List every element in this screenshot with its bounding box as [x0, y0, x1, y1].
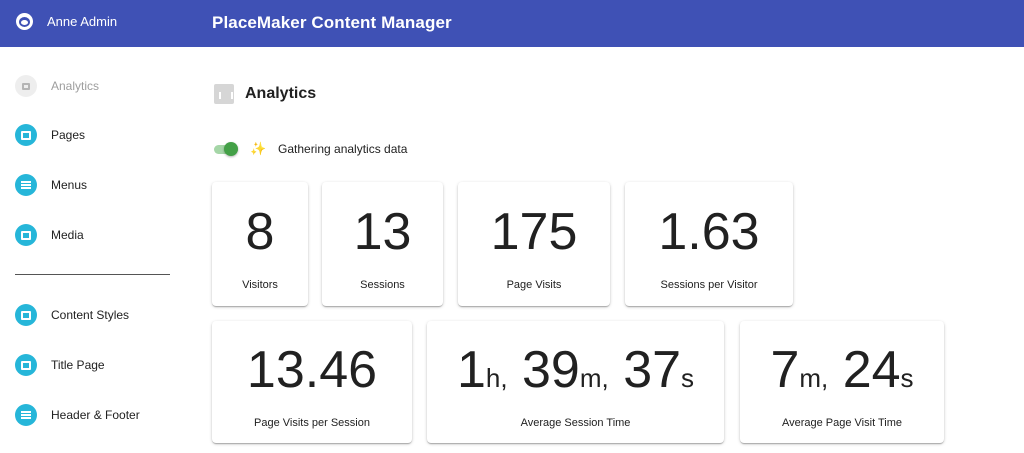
sidebar-item-menus[interactable]: Menus [15, 174, 87, 196]
media-icon [15, 224, 37, 246]
stat-card-sessions-per-visitor: 1.63 Sessions per Visitor [625, 182, 793, 306]
stat-value: 1h, 39m, 37s [456, 341, 695, 399]
sidebar-item-media[interactable]: Media [15, 224, 84, 246]
magic-wand-icon: ✨ [250, 141, 267, 156]
stat-value: 7m, 24s [770, 341, 914, 399]
stat-value: 175 [490, 203, 578, 261]
stat-label: Sessions per Visitor [660, 279, 758, 291]
sidebar: Analytics Pages Menus Media Content Styl… [0, 47, 185, 453]
sidebar-item-pages[interactable]: Pages [15, 124, 85, 146]
page-title: Analytics [245, 85, 317, 102]
analytics-toggle-row: ✨ Gathering analytics data [214, 141, 407, 157]
pages-icon [15, 124, 37, 146]
menu-icon [15, 174, 37, 196]
stat-card-visitors: 8 Visitors [212, 182, 308, 306]
sidebar-item-label: Media [51, 228, 84, 242]
stat-label: Visitors [242, 279, 278, 291]
stat-card-page-visits-per-session: 13.46 Page Visits per Session [212, 321, 412, 443]
sidebar-item-label: Title Page [51, 358, 105, 372]
sidebar-item-title-page[interactable]: Title Page [15, 354, 105, 376]
toggle-label: Gathering analytics data [278, 142, 408, 156]
phone-icon [15, 354, 37, 376]
stat-label: Page Visits per Session [254, 417, 370, 429]
sidebar-item-label: Pages [51, 128, 86, 142]
stat-value: 1.63 [658, 203, 760, 261]
sidebar-item-label: Menus [51, 178, 88, 192]
sidebar-divider [15, 274, 170, 275]
sidebar-item-label: Content Styles [51, 308, 130, 322]
analytics-toggle[interactable] [214, 142, 238, 156]
stat-card-sessions: 13 Sessions [322, 182, 443, 306]
app-bar: Anne Admin PlaceMaker Content Manager [0, 0, 1024, 47]
sidebar-item-header-footer[interactable]: Header & Footer [15, 404, 140, 426]
sidebar-item-label: Header & Footer [51, 408, 140, 422]
stat-label: Average Session Time [520, 417, 631, 429]
app-title: PlaceMaker Content Manager [212, 13, 452, 32]
stat-label: Average Page Visit Time [781, 417, 903, 429]
bar-chart-icon [214, 84, 234, 104]
stat-value: 13 [353, 203, 412, 261]
stat-card-average-session-time: 1h, 39m, 37s Average Session Time [427, 321, 724, 443]
user-menu[interactable]: Anne Admin [16, 13, 117, 30]
sidebar-item-analytics: Analytics [15, 75, 99, 97]
sidebar-item-label: Analytics [51, 79, 100, 93]
face-icon [16, 13, 33, 30]
palette-icon [15, 304, 37, 326]
page-header: Analytics [214, 84, 316, 104]
stat-card-page-visits: 175 Page Visits [458, 182, 610, 306]
stat-label: Page Visits [506, 279, 562, 291]
stat-label: Sessions [360, 279, 405, 291]
header-footer-icon [15, 404, 37, 426]
stat-card-average-page-visit-time: 7m, 24s Average Page Visit Time [740, 321, 944, 443]
bar-chart-icon [15, 75, 37, 97]
stat-value: 8 [245, 203, 275, 261]
sidebar-item-content-styles[interactable]: Content Styles [15, 304, 129, 326]
user-name: Anne Admin [47, 14, 118, 29]
stat-value: 13.46 [246, 341, 378, 399]
